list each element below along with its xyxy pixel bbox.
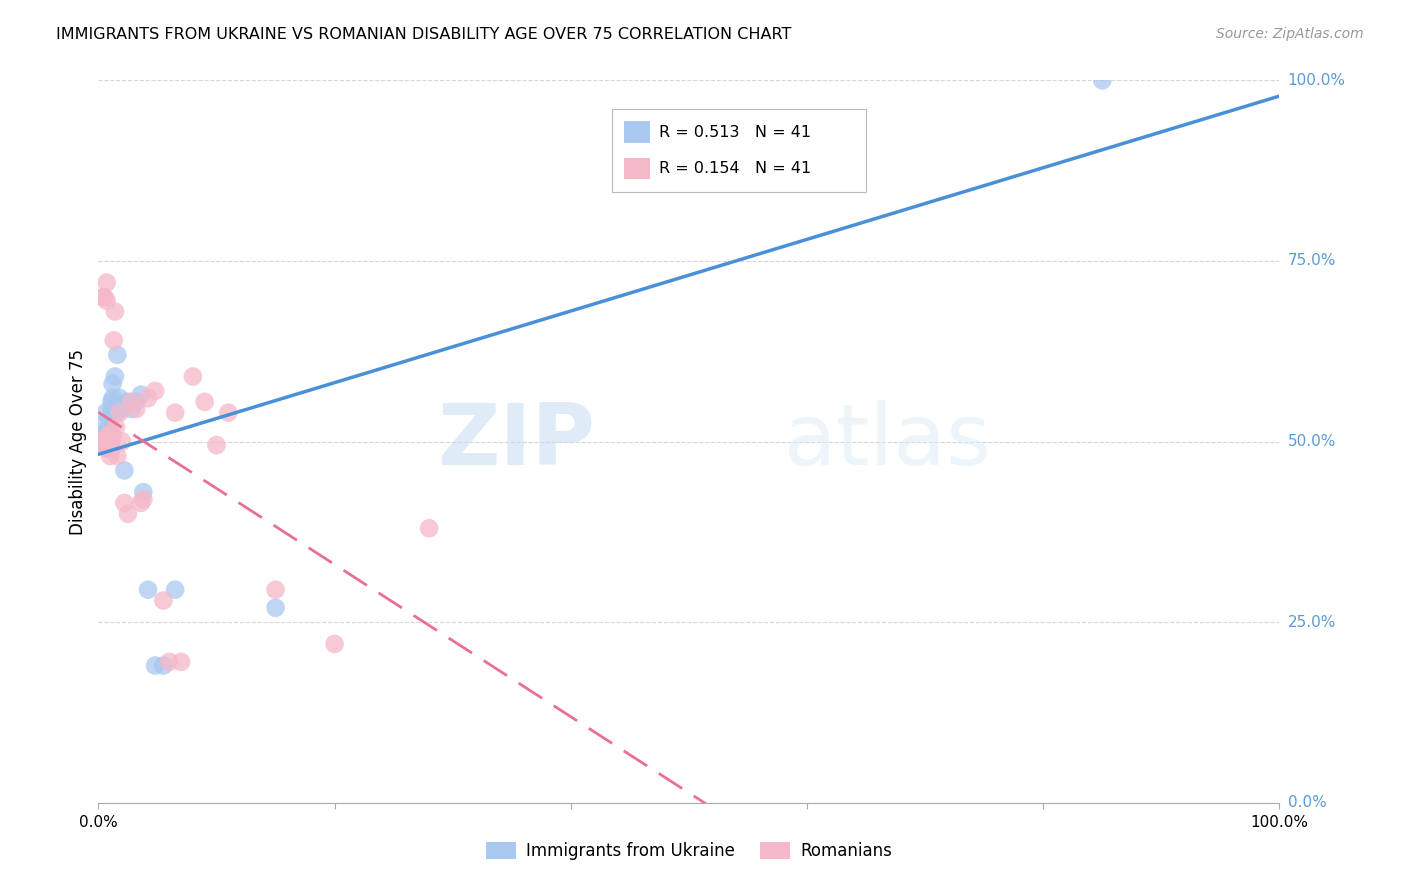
- Point: [152, 658, 174, 673]
- Point: [98, 434, 121, 449]
- Point: [323, 637, 346, 651]
- Point: [104, 369, 127, 384]
- Point: [181, 369, 204, 384]
- Point: [152, 593, 174, 607]
- Point: [96, 293, 118, 308]
- Point: [94, 417, 117, 431]
- Point: [97, 442, 120, 456]
- Point: [132, 485, 155, 500]
- Point: [98, 442, 121, 456]
- Point: [90, 434, 112, 449]
- Point: [98, 427, 121, 442]
- Point: [121, 402, 143, 417]
- Bar: [624, 121, 650, 143]
- Point: [98, 438, 121, 452]
- Text: ZIP: ZIP: [437, 400, 595, 483]
- Point: [105, 406, 128, 420]
- Point: [100, 434, 122, 449]
- Point: [100, 442, 122, 456]
- Point: [100, 402, 122, 417]
- Point: [136, 391, 159, 405]
- Point: [101, 427, 124, 442]
- Point: [108, 406, 131, 420]
- Point: [129, 496, 152, 510]
- Point: [264, 582, 287, 597]
- Point: [418, 521, 440, 535]
- Text: R = 0.154   N = 41: R = 0.154 N = 41: [659, 161, 811, 176]
- Point: [105, 449, 128, 463]
- Y-axis label: Disability Age Over 75: Disability Age Over 75: [69, 349, 87, 534]
- Point: [97, 442, 120, 456]
- Point: [97, 431, 120, 445]
- Point: [98, 413, 121, 427]
- Point: [100, 394, 122, 409]
- Point: [108, 391, 131, 405]
- Point: [91, 290, 114, 304]
- Text: R = 0.513   N = 41: R = 0.513 N = 41: [659, 125, 811, 140]
- Text: 0.0%: 0.0%: [1288, 796, 1326, 810]
- Point: [98, 434, 121, 449]
- Point: [194, 394, 217, 409]
- Point: [93, 290, 115, 304]
- Point: [98, 434, 121, 449]
- Point: [97, 434, 120, 449]
- Point: [97, 424, 120, 438]
- Point: [98, 420, 121, 434]
- Point: [93, 434, 115, 449]
- Point: [98, 442, 121, 456]
- Point: [111, 434, 134, 449]
- Bar: [624, 158, 650, 179]
- Point: [125, 394, 148, 409]
- Point: [103, 406, 125, 420]
- Point: [98, 431, 121, 445]
- Point: [125, 402, 148, 417]
- Point: [96, 427, 118, 442]
- Point: [98, 427, 121, 442]
- Point: [94, 434, 117, 449]
- Point: [96, 434, 118, 449]
- Point: [1091, 73, 1114, 87]
- Bar: [612, 109, 866, 193]
- Point: [132, 492, 155, 507]
- Point: [112, 496, 135, 510]
- Text: atlas: atlas: [783, 400, 991, 483]
- Text: 100.0%: 100.0%: [1288, 73, 1346, 87]
- Text: IMMIGRANTS FROM UKRAINE VS ROMANIAN DISABILITY AGE OVER 75 CORRELATION CHART: IMMIGRANTS FROM UKRAINE VS ROMANIAN DISA…: [56, 27, 792, 42]
- Point: [136, 582, 159, 597]
- Point: [101, 376, 124, 391]
- Point: [94, 406, 117, 420]
- Point: [157, 655, 180, 669]
- Point: [91, 438, 114, 452]
- Point: [100, 442, 122, 456]
- Point: [105, 348, 128, 362]
- Point: [96, 438, 118, 452]
- Point: [117, 507, 139, 521]
- Text: 25.0%: 25.0%: [1288, 615, 1336, 630]
- Point: [165, 406, 187, 420]
- Point: [170, 655, 193, 669]
- Point: [96, 276, 118, 290]
- Text: 75.0%: 75.0%: [1288, 253, 1336, 268]
- Point: [98, 449, 121, 463]
- Text: 50.0%: 50.0%: [1288, 434, 1336, 449]
- Point: [112, 463, 135, 477]
- Point: [143, 658, 166, 673]
- Point: [143, 384, 166, 398]
- Point: [105, 420, 128, 434]
- Legend: Immigrants from Ukraine, Romanians: Immigrants from Ukraine, Romanians: [479, 835, 898, 867]
- Text: Source: ZipAtlas.com: Source: ZipAtlas.com: [1216, 27, 1364, 41]
- Point: [217, 406, 239, 420]
- Point: [165, 582, 187, 597]
- Point: [129, 387, 152, 401]
- Point: [117, 394, 139, 409]
- Point: [104, 304, 127, 318]
- Point: [91, 427, 114, 442]
- Point: [103, 334, 125, 348]
- Point: [264, 600, 287, 615]
- Point: [101, 391, 124, 405]
- Point: [121, 394, 143, 409]
- Point: [111, 402, 134, 417]
- Point: [205, 438, 228, 452]
